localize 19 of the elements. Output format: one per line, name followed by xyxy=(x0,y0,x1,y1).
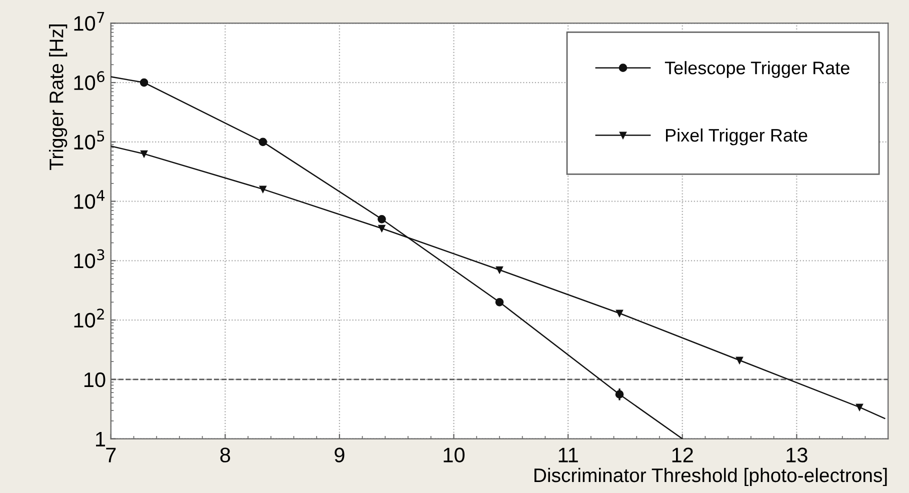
y-tick-label: 10 xyxy=(84,372,106,388)
y-tick-label: 1 xyxy=(96,432,106,446)
y-tick-label: 10$^{4}$ xyxy=(74,190,105,209)
legend-label: Pixel Trigger Rate xyxy=(666,128,808,146)
x-tick-label: 12 xyxy=(672,448,693,462)
x-tick-label: 9 xyxy=(334,448,344,462)
x-tick-label: 8 xyxy=(220,448,230,462)
x-tick-label: 13 xyxy=(786,448,808,462)
x-axis-title: Discriminator Threshold [photo-electrons] xyxy=(534,468,887,486)
x-tick-label: 7 xyxy=(106,448,116,462)
y-tick-label: 10$^{2}$ xyxy=(74,308,104,328)
y-tick-label: 10$^{5}$ xyxy=(74,130,104,150)
x-tick-label: 11 xyxy=(558,448,578,462)
y-axis-title: Trigger Rate [Hz] xyxy=(49,24,68,170)
y-tick-label: 10$^{7}$ xyxy=(74,12,104,31)
y-tick-label: 10$^{6}$ xyxy=(74,71,104,90)
x-tick-label: 10 xyxy=(444,448,465,462)
legend-label: Telescope Trigger Rate xyxy=(664,61,850,78)
y-tick-label: 10$^{3}$ xyxy=(74,249,104,268)
